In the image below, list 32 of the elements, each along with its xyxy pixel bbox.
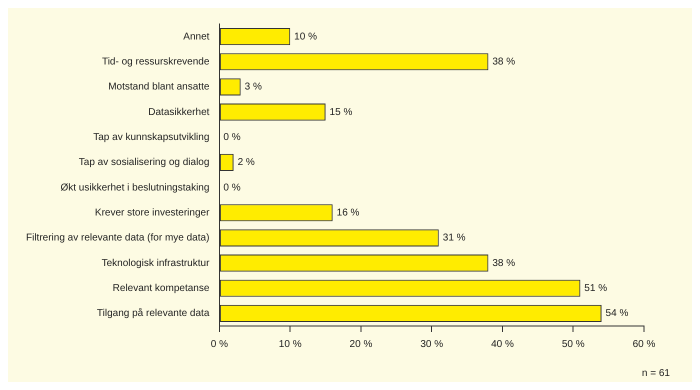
data-label: 16 % — [336, 208, 360, 218]
data-label: 38 % — [492, 56, 516, 68]
y-tick-label: Relevant kompetanse — [112, 283, 210, 294]
y-tick-label: Krever store investeringer — [94, 208, 210, 218]
text: n = 61 — [642, 368, 670, 379]
y-tick-label: Tid- og ressurskrevende — [102, 56, 210, 68]
x-tick-label: 40 % — [491, 338, 514, 350]
data-label: 38 % — [492, 258, 516, 269]
x-tick-label: 30 % — [420, 338, 444, 350]
data-label: 31 % — [442, 232, 466, 244]
y-tick-label: Motstand blant ansatte — [108, 82, 210, 93]
y-tick-label: Tap av kunnskapsutvikling — [93, 132, 210, 143]
y-tick-label: Økt usikkerhet i beslutningstaking — [60, 182, 210, 194]
data-label: 54 % — [606, 308, 628, 320]
x-tick-label: 10 % — [278, 338, 302, 350]
data-label: 10 % — [294, 31, 318, 42]
y-tick-label: Tilgang på relevante data — [96, 307, 210, 320]
x-tick-label: 60 % — [632, 338, 656, 350]
data-label: 0 % — [223, 182, 241, 194]
data-label: 51 % — [584, 283, 608, 294]
data-label: 0 % — [223, 132, 241, 143]
x-tick-label: 20 % — [350, 338, 372, 350]
data-label: 15 % — [330, 106, 352, 118]
y-tick-label: Tap av sosialisering og dialog — [78, 157, 210, 168]
x-tick-label: 50 % — [562, 338, 585, 350]
data-label: 2 % — [238, 157, 255, 168]
y-tick-label: Teknologisk infrastruktur — [102, 258, 210, 269]
y-tick-label: Annet — [183, 31, 210, 42]
data-label: 3 % — [244, 82, 262, 93]
x-tick-label: 0 % — [210, 338, 228, 350]
y-tick-label: Filtrering av relevante data (for mye data) — [26, 232, 210, 244]
y-tick-label: Datasikkerhet — [148, 106, 210, 118]
